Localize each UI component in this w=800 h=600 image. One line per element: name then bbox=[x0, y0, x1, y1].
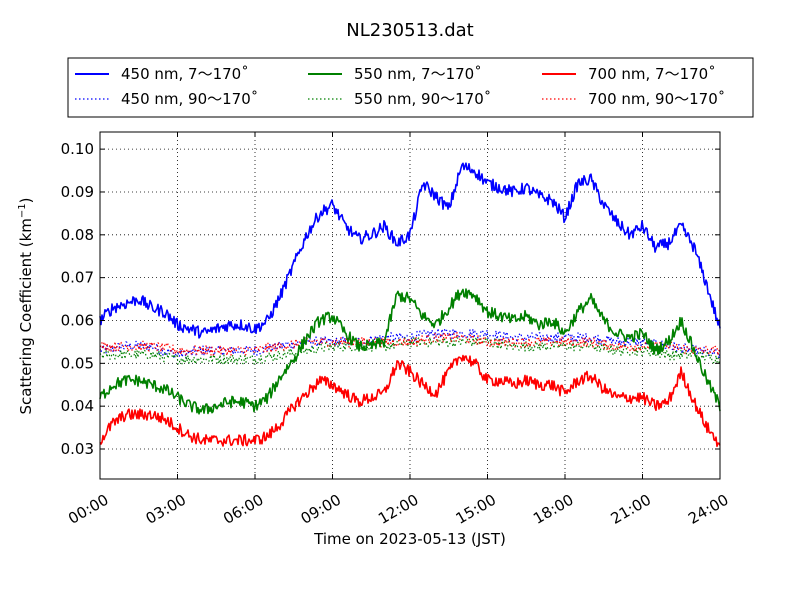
legend-label: 450 nm, 7～170˚ bbox=[121, 65, 249, 83]
y-tick-label: 0.10 bbox=[61, 140, 94, 158]
grid bbox=[100, 132, 720, 479]
y-axis-label-main: Scattering Coefficient (km bbox=[17, 218, 35, 414]
legend-label: 550 nm, 90～170˚ bbox=[354, 90, 491, 108]
x-tick-label: 06:00 bbox=[220, 491, 266, 528]
x-tick-label: 24:00 bbox=[685, 491, 731, 528]
x-axis-label: Time on 2023-05-13 (JST) bbox=[313, 530, 506, 548]
chart-title: NL230513.dat bbox=[346, 20, 473, 41]
y-tick-label: 0.07 bbox=[61, 269, 94, 287]
series-line bbox=[99, 331, 721, 357]
legend-box bbox=[67, 57, 754, 118]
legend-label: 450 nm, 90～170˚ bbox=[121, 90, 258, 108]
x-tick-label: 09:00 bbox=[298, 491, 344, 528]
series-line bbox=[99, 162, 721, 339]
series-layer bbox=[99, 162, 721, 448]
x-tick-label: 18:00 bbox=[530, 491, 576, 528]
x-tick-label: 12:00 bbox=[375, 491, 421, 528]
y-tick-label: 0.06 bbox=[61, 311, 94, 329]
x-tick-label: 03:00 bbox=[143, 491, 189, 528]
y-tick-label: 0.08 bbox=[61, 226, 94, 244]
legend-label: 700 nm, 7～170˚ bbox=[588, 65, 716, 83]
y-tick-label: 0.05 bbox=[61, 354, 94, 372]
y-axis-label-end: ) bbox=[17, 197, 35, 203]
legend-label: 700 nm, 90～170˚ bbox=[588, 90, 725, 108]
y-axis-label: Scattering Coefficient (km−1) bbox=[17, 197, 35, 414]
x-tick-label: 21:00 bbox=[608, 491, 654, 528]
x-tick-label: 15:00 bbox=[453, 491, 499, 528]
y-axis-label-sup: −1 bbox=[17, 203, 28, 218]
series-line bbox=[99, 354, 721, 448]
legend-label: 550 nm, 7～170˚ bbox=[354, 65, 482, 83]
legend: 450 nm, 7～170˚ 450 nm, 90～170˚ 550 nm, 7～1… bbox=[67, 57, 754, 118]
x-axis: 00:00 03:00 06:00 09:00 12:00 15:00 18:00 21:00… bbox=[65, 132, 732, 528]
y-tick-label: 0.04 bbox=[61, 397, 94, 415]
y-tick-label: 0.03 bbox=[61, 440, 94, 458]
x-tick-label: 00:00 bbox=[65, 491, 111, 528]
y-axis: 0.03 0.04 0.05 0.06 0.07 0.08 0.09 0.10 bbox=[61, 140, 720, 458]
y-tick-label: 0.09 bbox=[61, 183, 94, 201]
series-line bbox=[99, 288, 721, 415]
